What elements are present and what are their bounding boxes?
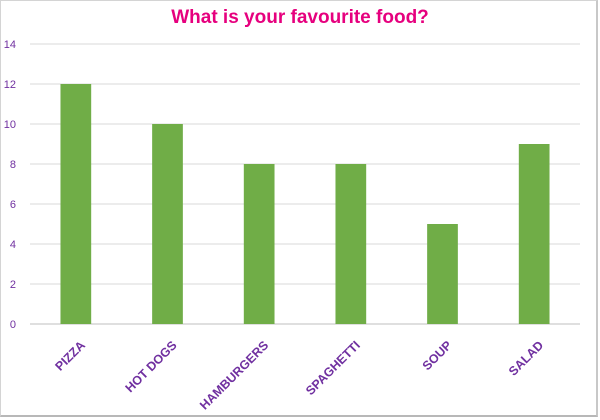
bar-salad [518,144,550,324]
x-axis-tick-labels: PIZZA HOT DOGS HAMBURGERS SPAGHETTI SOUP SALA… [53,338,547,412]
x-tick-label: SOUP [420,338,455,373]
x-tick-label: SPAGHETTI [303,338,363,398]
bar-hamburgers [243,164,275,324]
y-tick-label: 12 [4,79,16,91]
x-tick-label: PIZZA [53,338,88,373]
bar-pizza [60,84,92,324]
y-tick-label: 4 [10,239,16,251]
y-tick-label: 0 [10,319,16,331]
y-tick-label: 14 [4,39,16,51]
y-tick-label: 6 [10,199,16,211]
y-tick-label: 10 [4,119,16,131]
y-axis-tick-labels: 0 2 4 6 8 10 12 14 [4,39,16,331]
y-tick-label: 8 [10,159,16,171]
x-tick-label: SALAD [506,338,546,378]
x-tick-label: HOT DOGS [123,338,180,395]
bar-spaghetti [335,164,367,324]
x-tick-label: HAMBURGERS [197,338,271,412]
bars [60,84,550,324]
chart-title: What is your favourite food? [171,7,429,28]
bar-hot-dogs [152,124,183,324]
gridlines [30,43,580,325]
bar-soup [427,224,458,324]
y-tick-label: 2 [10,279,16,291]
